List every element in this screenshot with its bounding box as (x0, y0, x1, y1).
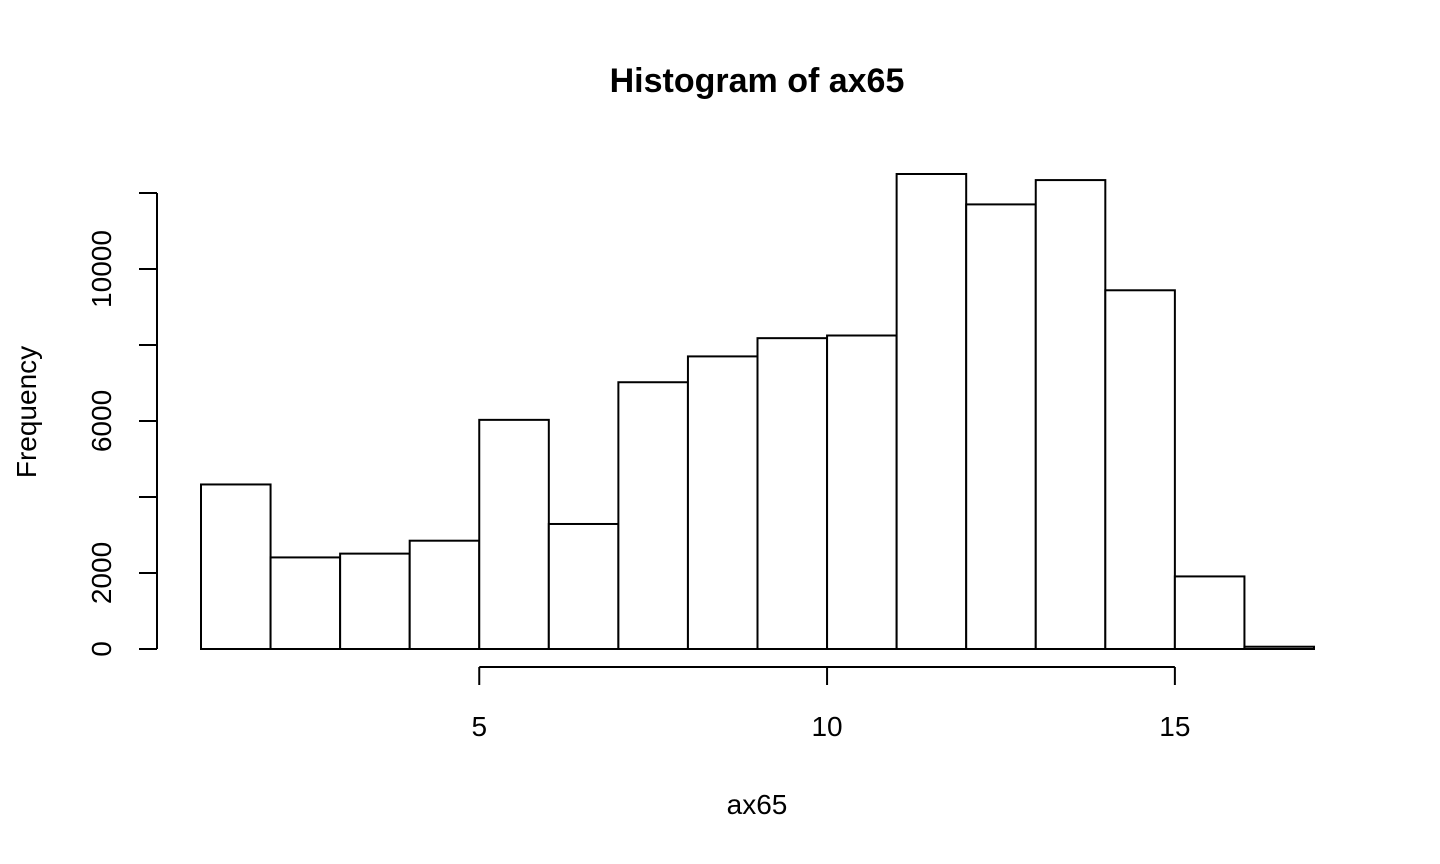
histogram-bar (686, 355, 759, 650)
histogram-bar (269, 556, 342, 650)
y-axis-label: Frequency (11, 346, 42, 478)
histogram-bar (200, 483, 272, 650)
chart-title: Histogram of ax65 (610, 62, 905, 100)
histogram-bar (1243, 645, 1315, 650)
x-tick-label: 15 (1159, 711, 1190, 742)
x-tick-label: 10 (811, 711, 842, 742)
histogram-bar (547, 522, 620, 650)
histogram-bar (408, 539, 481, 651)
histogram-bar (1034, 179, 1107, 651)
x-axis: 5 10 15 (471, 666, 1190, 742)
histogram-bar (965, 203, 1037, 650)
y-tick-label: 10000 (86, 230, 117, 308)
histogram-bar (617, 381, 689, 650)
y-tick-label: 2000 (86, 542, 117, 604)
x-tick-label: 5 (471, 711, 487, 742)
histogram-bar (478, 418, 550, 650)
histogram-bar (1104, 289, 1176, 650)
bars-group (200, 173, 1315, 651)
x-axis-label: ax65 (727, 789, 788, 820)
y-tick-label: 0 (86, 641, 117, 657)
histogram-bar (756, 337, 829, 650)
histogram-bar (826, 334, 898, 650)
histogram-bar (339, 552, 411, 650)
histogram-bar (1173, 575, 1246, 650)
y-tick-label: 6000 (86, 390, 117, 452)
y-axis: 0 2000 6000 10000 (86, 192, 158, 657)
histogram-bar (895, 173, 968, 650)
